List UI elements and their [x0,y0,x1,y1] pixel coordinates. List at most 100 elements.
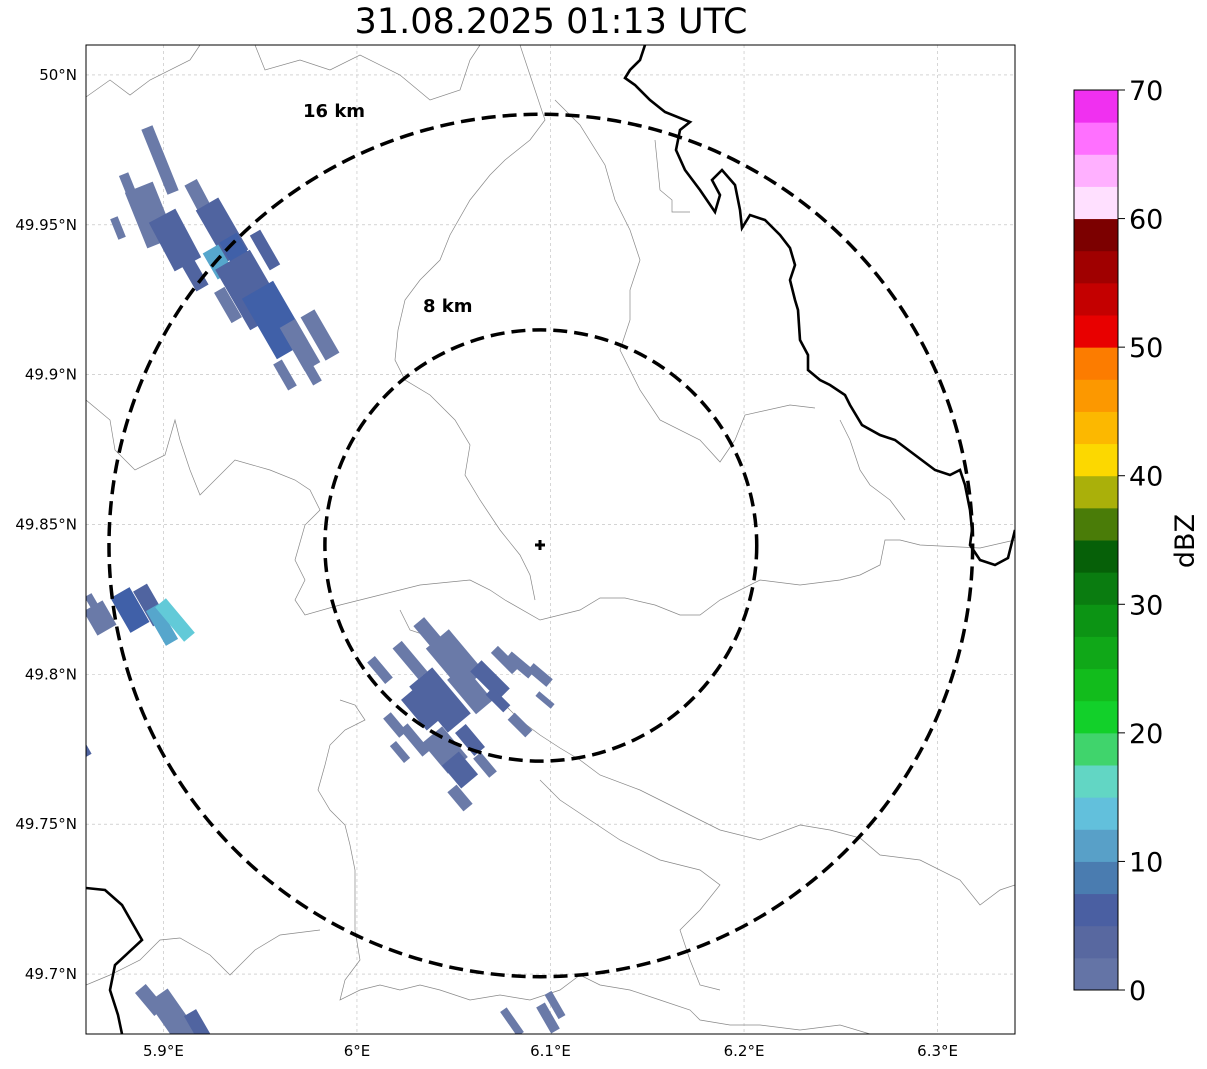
country-borders [86,45,1015,1034]
border-line [86,399,1015,621]
colorbar-segment [1074,379,1118,412]
echo-cell [155,598,195,642]
colorbar-segment [1074,475,1118,509]
echo-cell [145,604,179,646]
map-frame [85,44,1016,1035]
colorbar-segment [1074,797,1118,830]
map-title: 31.08.2025 01:13 UTC [354,2,748,42]
echo-cell [110,216,126,240]
colorbar-segment [1074,507,1118,541]
echo-cell [473,752,497,778]
y-tick-label: 49.95°N [15,216,77,234]
echo-cell [389,741,411,763]
y-tick-label: 49.8°N [25,665,77,683]
colorbar-segment [1074,732,1118,766]
colorbar-frame [1073,89,1119,991]
colorbar-segment [1074,572,1118,605]
colorbar-segment [1074,765,1118,798]
colorbar-tick-label: 50 [1129,333,1163,364]
x-tick-label: 6.1°E [530,1042,571,1060]
border-line [554,99,816,463]
latitude-ticks: 49.7°N 49.75°N 49.8°N 49.85°N 49.9°N 49.95°N 5… [15,66,77,983]
echo-cell [298,354,322,386]
echo-cell [249,229,281,271]
echo-cell [141,125,179,195]
echo-cell [300,309,340,361]
border-line [317,699,871,1034]
y-tick-label: 49.9°N [25,366,77,384]
y-tick-label: 49.75°N [15,815,77,833]
colorbar-label: dBZ [1170,514,1201,568]
echo-cell [86,593,100,611]
colorbar-tick-label: 60 [1129,205,1163,236]
echo-cell [86,600,117,636]
echo-cell [535,691,555,709]
range-rings [107,112,975,979]
echo-cell [544,990,566,1020]
colorbar-segment [1074,925,1118,959]
colorbar-segment [1074,893,1118,927]
colorbar-segment [1074,957,1118,991]
colorbar-segment [1074,829,1118,862]
colorbar-tick-label: 70 [1129,76,1163,107]
radar-echoes [86,125,566,1034]
echo-cell [367,656,393,684]
colorbar-segment [1074,282,1118,316]
echo-cell [148,208,202,272]
colorbar-segment [1074,347,1118,380]
echo-cell [181,258,209,292]
gridlines [86,45,1015,1034]
colorbar-tick-label: 0 [1129,976,1146,1007]
echo-cell [527,663,553,687]
echo-cell [401,689,439,731]
ring-label-16km: 16 km [303,101,365,122]
x-tick-label: 6°E [344,1042,371,1060]
colorbar-segment [1074,443,1118,477]
x-tick-label: 6.2°E [724,1042,765,1060]
moselle-river-line [623,45,1015,567]
longitude-ticks: 5.9°E 6°E 6.1°E 6.2°E 6.3°E [143,1042,958,1060]
colorbar-tick-label: 10 [1129,847,1163,878]
x-tick-label: 6.3°E [917,1042,958,1060]
echo-cell [86,743,92,757]
echo-cell [441,751,479,789]
echo-cell [110,587,150,633]
border-line [86,45,201,98]
echo-cell [383,712,407,738]
colorbar: 0 10 20 30 40 50 60 70 [1073,76,1163,1007]
border-line [539,779,721,991]
echo-cell [490,645,520,675]
y-tick-label: 49.7°N [25,965,77,983]
colorbar-segment [1074,411,1118,445]
y-tick-label: 50°N [39,66,77,84]
colorbar-segment [1074,90,1118,123]
border-line [86,929,321,986]
colorbar-segment [1074,861,1118,895]
echo-cell [447,784,473,812]
border-line [799,824,1015,906]
colorbar-segment [1074,154,1118,187]
echo-cell [392,640,428,680]
border-line [839,419,906,521]
echo-cell [273,359,297,391]
colorbar-tick-label: 30 [1129,590,1163,621]
colorbar-segment [1074,636,1118,670]
colorbar-segment [1074,700,1118,734]
border-line [654,139,690,213]
echo-cell [507,712,533,738]
echo-cell [183,1009,217,1034]
echo-cell [214,286,242,324]
echo-cell [447,665,493,715]
echo-cell [399,723,431,757]
x-tick-label: 5.9°E [143,1042,184,1060]
echo-cell [409,667,471,733]
colorbar-segment [1074,604,1118,637]
colorbar-segment [1074,315,1118,348]
echo-cell [454,724,486,756]
y-tick-label: 49.85°N [15,516,77,534]
echo-cell [536,1002,560,1034]
range-ring-8km [323,328,759,763]
colorbar-tick-label: 20 [1129,719,1163,750]
colorbar-tick-label: 40 [1129,462,1163,493]
